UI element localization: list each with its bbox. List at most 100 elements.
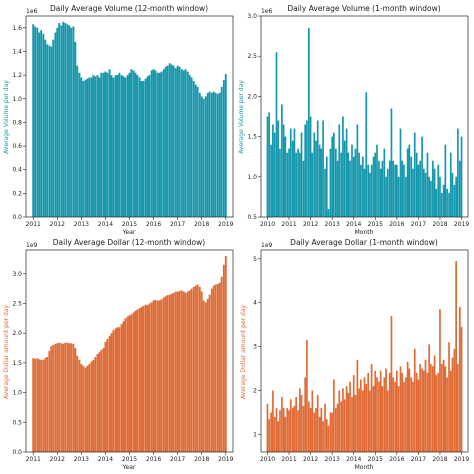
bar [390,315,393,452]
bar [148,303,151,452]
bar [281,397,283,452]
bar [369,172,371,217]
bar [116,75,119,218]
bar [333,132,335,217]
bar [325,419,328,452]
plot-frame [25,249,234,453]
bar [399,366,402,452]
bar [116,327,119,452]
bar [304,377,307,452]
bar [412,381,414,452]
bar [72,26,75,217]
bar [352,156,355,217]
bar [349,381,351,452]
bar [291,408,294,452]
bar [32,24,35,218]
bar [220,86,223,217]
bar [460,136,463,217]
bar [406,148,409,217]
bar [84,367,87,452]
bar [50,46,53,217]
bar [58,342,61,452]
bar [74,348,77,452]
y-axis-multiplier: 1e6 [261,8,273,15]
bar [170,64,173,217]
bar [381,386,384,452]
bar [272,390,274,452]
bar [419,160,421,217]
bar [182,70,185,217]
bar [457,364,459,452]
bar [363,168,366,217]
bar [98,77,101,217]
x-tick-label: 2013 [325,456,340,463]
chart-title: Daily Average Dollar (1-month window) [290,238,438,247]
bar [415,372,418,452]
bar [192,81,195,217]
bar [331,412,333,452]
bar [88,364,91,452]
bar [455,260,457,452]
bar [34,358,37,452]
bar [288,410,290,452]
bar [351,144,353,217]
bar [164,66,167,217]
bar [154,299,157,452]
y-axis-label: Average Dollar amount per day [240,304,247,399]
bar [98,352,101,452]
bar [216,94,219,217]
bar [367,164,370,217]
x-tick-label: 2014 [98,456,113,463]
bar [449,370,452,452]
bar [124,77,127,217]
bar [424,172,427,217]
bar [182,291,185,452]
bar [44,358,47,452]
bar [333,379,335,452]
bar [324,403,326,452]
y-tick-label: 5 [253,256,257,263]
y-tick-label: 2 [253,388,257,395]
bar [376,377,378,452]
y-tick-label: 1.5 [12,360,22,367]
bar [277,120,280,217]
bar [388,372,391,452]
bar [413,132,416,217]
bar [144,304,147,452]
bar [162,69,165,218]
bar [295,152,297,217]
volume-12-month-panel: Daily Average Volume (12-month window) Y… [3,4,234,236]
bar [188,290,191,452]
x-tick-label: 2014 [98,221,113,228]
x-tick-label: 2011 [281,456,296,463]
x-tick-label: 2013 [325,221,340,228]
plot-frame [25,15,234,218]
bar [340,401,343,452]
chart-title: Daily Average Volume (12-month window) [50,4,208,13]
bar [60,25,63,218]
y-tick-label: 1.6 [12,25,22,32]
bar [268,419,271,452]
bar [72,343,75,452]
bar [266,403,269,452]
bar [84,79,87,217]
bar [448,192,450,217]
bar [342,116,344,217]
bar [150,302,153,452]
x-tick-label: 2010 [260,456,275,463]
bar [178,66,181,217]
bars [266,28,463,218]
bar [88,77,91,217]
bars [266,260,463,452]
y-tick-label: 2.0 [12,330,22,337]
bar [313,132,316,217]
bar [432,160,434,217]
bar [212,285,215,452]
bar [289,399,292,452]
bar [82,81,85,217]
bar [370,164,373,217]
bar [194,84,197,217]
bar [142,305,145,452]
bar [112,77,115,217]
bar [36,358,39,452]
